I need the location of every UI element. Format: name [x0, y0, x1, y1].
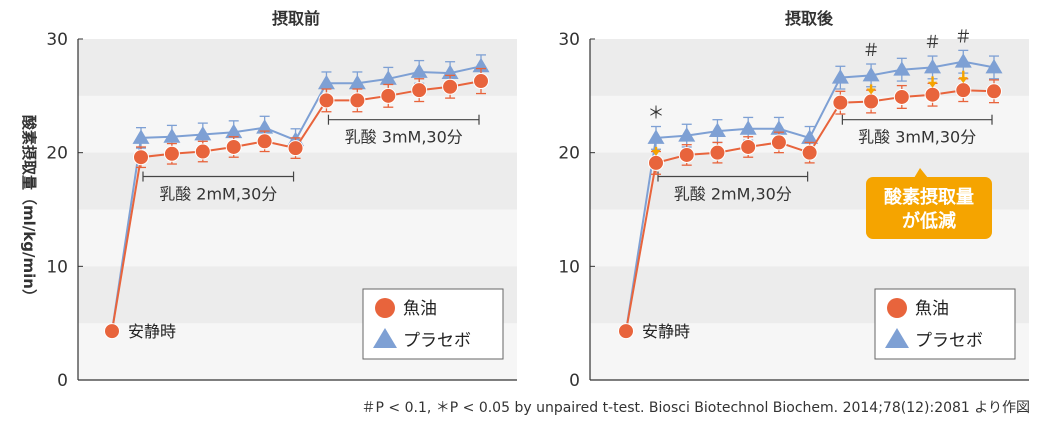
data-point: [986, 83, 1002, 100]
grid-band: [78, 152, 517, 210]
significance-mark: ＃: [863, 41, 880, 61]
chart-title: 摂取前: [272, 9, 320, 28]
data-point: [985, 58, 1003, 74]
y-tick-label: 30: [46, 30, 68, 50]
callout-pointer: [914, 168, 928, 178]
y-tick-label: 20: [46, 144, 68, 164]
legend-swatch-fish-oil: [375, 298, 395, 318]
footnote: ＃P < 0.1, ＊P < 0.05 by unpaired t-test. …: [362, 400, 1030, 416]
data-point: [104, 323, 120, 340]
data-point: [862, 66, 880, 82]
significance-mark: ＃: [924, 33, 941, 53]
chart-title: 摂取後: [785, 9, 834, 28]
bracket-label: 乳酸 2mM,30分: [674, 185, 792, 204]
legend-swatch-placebo: [885, 328, 909, 348]
data-point: [349, 92, 366, 109]
significance-mark: ＊: [648, 104, 665, 124]
data-point: [410, 63, 428, 78]
data-point: [924, 58, 942, 74]
data-point: [647, 129, 665, 144]
data-point: [678, 146, 695, 163]
data-point: [955, 82, 972, 99]
data-point: [708, 122, 726, 138]
legend-label-fish-oil: 魚油: [403, 299, 437, 319]
series-fish-oil: [618, 78, 1002, 340]
y-tick-label: 30: [558, 30, 580, 50]
rest-label: 安静時: [642, 322, 690, 341]
data-point: [740, 138, 757, 155]
data-point: [832, 94, 849, 111]
data-point: [163, 145, 180, 162]
data-point: [770, 134, 787, 151]
bracket-label: 乳酸 3mM,30分: [858, 128, 976, 147]
y-axis-label: 酸素摂取量（ml/kg/min）: [20, 115, 38, 304]
data-point: [893, 61, 911, 76]
series-placebo: [625, 49, 1003, 332]
data-point: [442, 78, 459, 95]
data-point: [801, 144, 818, 161]
data-point: [924, 86, 941, 103]
data-point: [709, 144, 726, 161]
data-point: [473, 73, 489, 90]
significance-mark: ＃: [955, 27, 972, 47]
data-point: [379, 70, 397, 85]
decrease-arrow-head: [958, 77, 968, 84]
data-point: [863, 93, 880, 110]
bracket-label: 乳酸 3mM,30分: [345, 128, 463, 147]
data-point: [411, 82, 428, 99]
decrease-arrow-head: [866, 88, 876, 95]
data-point: [618, 323, 634, 340]
rest-label: 安静時: [128, 322, 176, 341]
data-point: [348, 74, 366, 90]
data-point: [163, 128, 181, 143]
data-point: [954, 53, 972, 68]
data-point: [194, 143, 211, 160]
data-point: [318, 92, 335, 109]
y-tick-label: 0: [57, 371, 68, 391]
data-point: [831, 69, 849, 84]
data-point: [225, 138, 242, 155]
y-tick-label: 0: [569, 371, 580, 391]
data-point: [648, 154, 664, 171]
legend-label-fish-oil: 魚油: [915, 299, 949, 319]
data-point: [256, 119, 274, 134]
callout-text: 酸素摂取量: [884, 186, 974, 208]
legend-label-placebo: プラセボ: [403, 331, 471, 351]
data-point: [287, 140, 304, 157]
bracket-label: 乳酸 2mM,30分: [159, 185, 277, 204]
decrease-arrow-head: [928, 81, 938, 88]
y-tick-label: 10: [558, 257, 580, 277]
legend-swatch-fish-oil: [887, 298, 907, 318]
callout-box: [866, 177, 992, 239]
decrease-arrow-head: [651, 149, 661, 156]
data-point: [133, 149, 149, 166]
y-tick-label: 10: [46, 257, 68, 277]
data-point: [739, 120, 757, 135]
data-point: [678, 127, 696, 142]
y-tick-label: 20: [558, 144, 580, 164]
data-point: [132, 129, 150, 144]
data-point: [770, 120, 788, 135]
data-point: [380, 87, 397, 104]
data-point: [893, 88, 910, 105]
data-point: [801, 129, 819, 144]
callout-text: が低減: [902, 210, 956, 232]
data-point: [317, 74, 335, 90]
data-point: [194, 125, 212, 141]
data-point: [225, 123, 243, 139]
data-point: [256, 133, 273, 150]
legend-swatch-placebo: [373, 328, 397, 348]
legend-label-placebo: プラセボ: [915, 331, 983, 351]
series-fish-oil: [104, 67, 489, 340]
